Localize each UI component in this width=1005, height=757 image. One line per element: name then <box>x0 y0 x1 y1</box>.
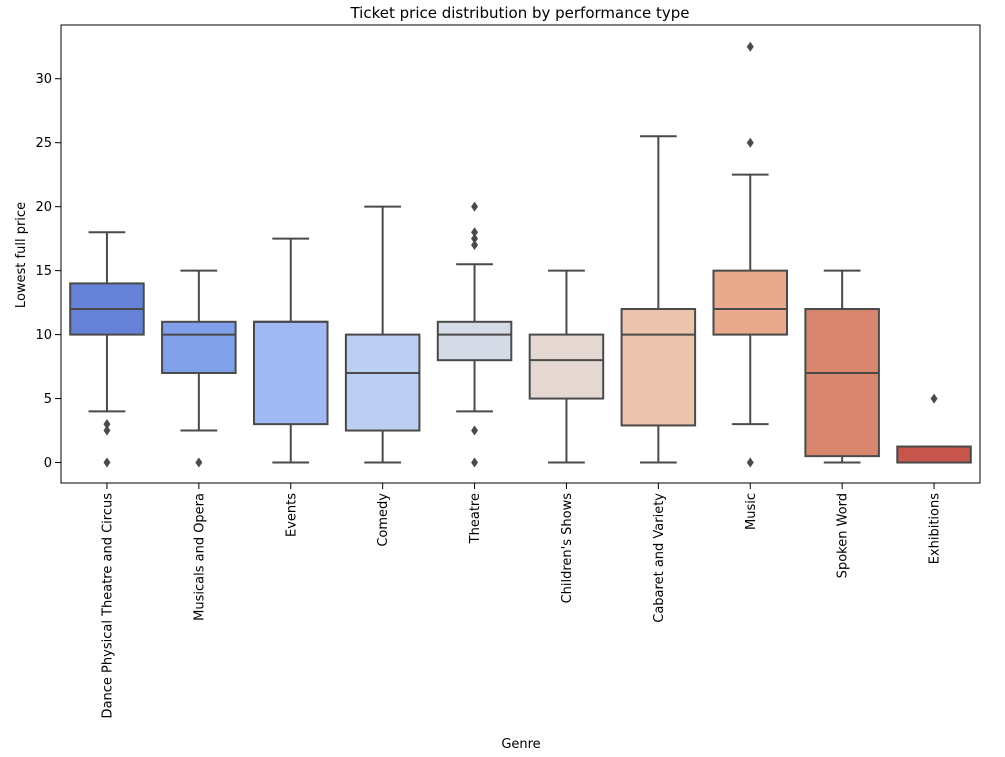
outlier-point <box>103 419 111 430</box>
outlier-point <box>103 425 111 436</box>
outlier-point <box>746 137 754 148</box>
y-axis-label: Lowest full price <box>14 202 29 308</box>
y-tick-label: 30 <box>35 72 52 87</box>
outlier-point <box>103 457 111 468</box>
y-tick-label: 20 <box>35 200 52 215</box>
y-tick-label: 25 <box>35 136 52 151</box>
x-axis-label: Genre <box>501 737 540 752</box>
x-tick-label: Comedy <box>376 493 391 547</box>
outlier-point <box>471 227 479 238</box>
outlier-point <box>471 233 479 244</box>
plot-frame <box>60 24 981 484</box>
x-tick-label: Theatre <box>468 493 483 544</box>
outlier-point <box>471 457 479 468</box>
outlier-point <box>746 41 754 52</box>
y-tick-label: 0 <box>44 456 52 471</box>
outlier-point <box>471 201 479 212</box>
box <box>252 320 329 426</box>
x-tick-label: Spoken Word <box>836 493 851 578</box>
x-tick-label: Cabaret and Variety <box>652 493 667 623</box>
outlier-point <box>195 457 203 468</box>
box <box>436 320 513 362</box>
outlier-point <box>471 240 479 251</box>
y-tick-label: 10 <box>35 328 52 343</box>
box <box>804 308 880 458</box>
x-tick-label: Musicals and Opera <box>192 493 207 621</box>
outlier-point <box>746 457 754 468</box>
y-tick-label: 5 <box>44 392 52 407</box>
box <box>620 308 697 427</box>
y-tick-label: 15 <box>35 264 52 279</box>
box <box>712 269 789 336</box>
box <box>161 320 237 374</box>
box <box>344 333 421 432</box>
x-tick-label: Exhibitions <box>928 493 943 565</box>
box <box>528 333 605 400</box>
outlier-point <box>471 425 479 436</box>
plot-area: 0 5 10 15 20 25 30 Dance Physical Theatre and C… <box>35 24 981 719</box>
x-tick-label: Children's Shows <box>560 493 575 604</box>
chart-title: Ticket price distribution by performance… <box>349 4 689 22</box>
x-tick-label: Events <box>284 493 299 537</box>
box <box>896 445 972 464</box>
x-tick-label: Music <box>744 493 759 530</box>
outlier-point <box>930 393 938 404</box>
x-tick-label: Dance Physical Theatre and Circus <box>100 493 115 719</box>
